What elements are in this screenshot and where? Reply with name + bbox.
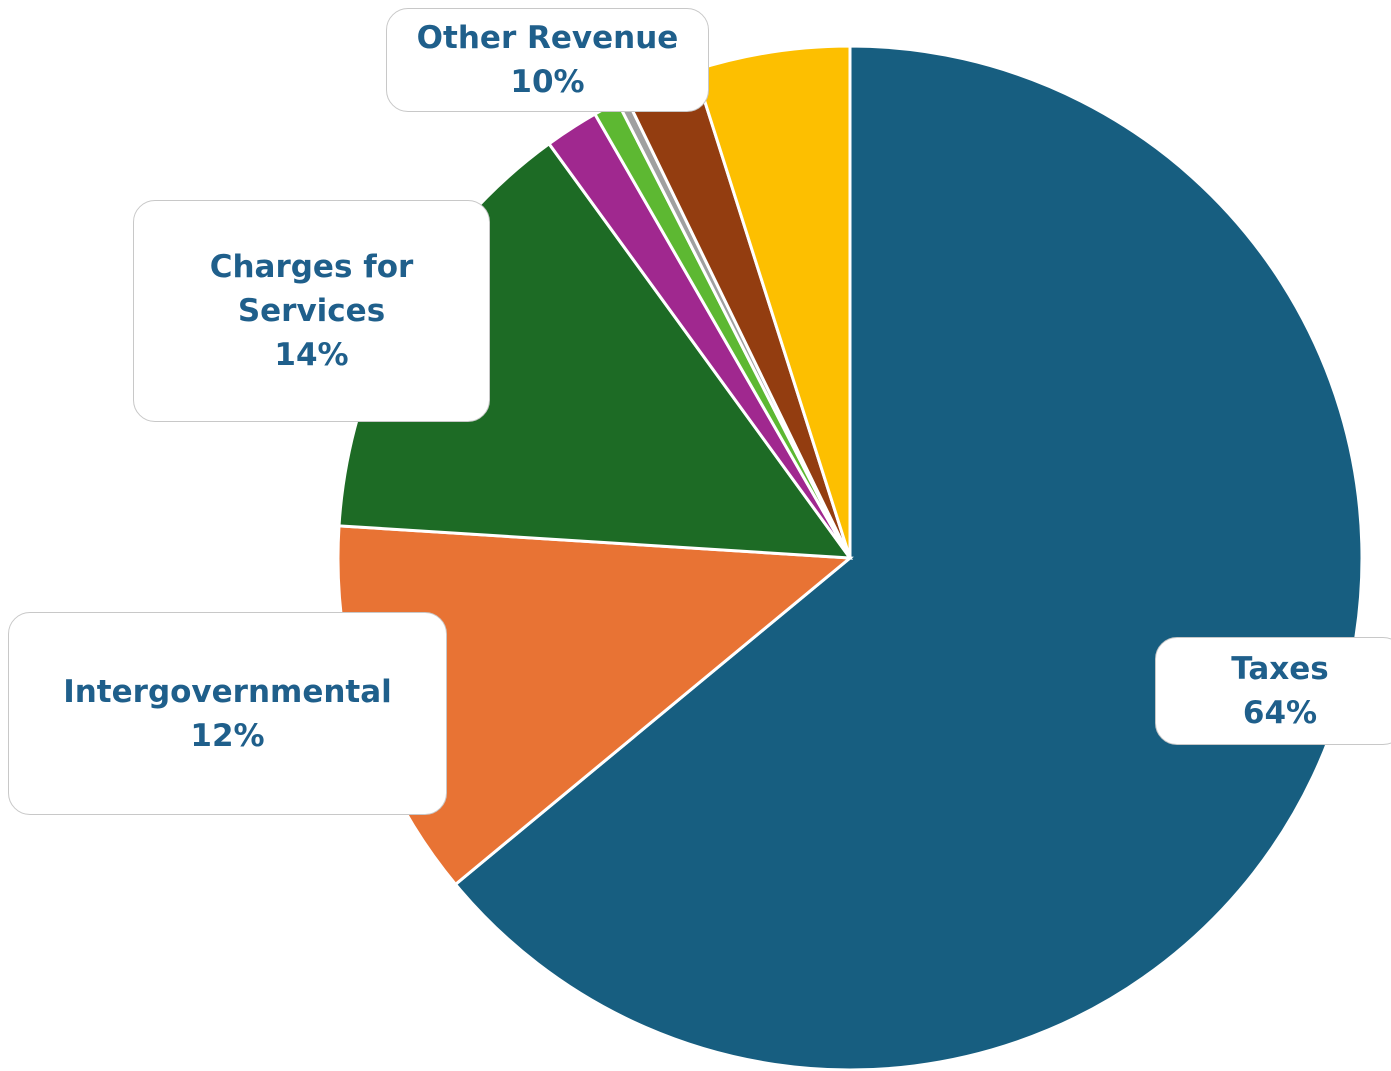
pie-slice: [453, 44, 1364, 1071]
slice-label: Other Revenue 10%: [386, 8, 709, 112]
label-text: Intergovernmental: [63, 673, 392, 710]
slice-label: Taxes 64%: [1155, 637, 1391, 745]
label-text: Taxes: [1231, 651, 1329, 687]
slice-label: Charges for Services 14%: [133, 200, 490, 422]
label-text: 12%: [190, 717, 265, 754]
label-text: 14%: [274, 337, 349, 373]
label-text: 10%: [510, 64, 585, 100]
label-text: Charges for Services: [209, 249, 414, 329]
slice-label: Intergovernmental 12%: [8, 612, 447, 815]
label-text: 64%: [1242, 695, 1318, 731]
label-text: Other Revenue: [416, 20, 679, 56]
